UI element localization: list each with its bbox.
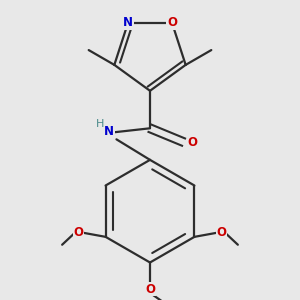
Text: H: H [96,119,104,129]
Text: O: O [74,226,84,238]
Text: N: N [123,16,133,29]
Text: O: O [216,226,226,238]
Text: O: O [145,283,155,296]
Text: O: O [167,16,177,29]
Text: O: O [187,136,197,148]
Text: N: N [104,124,114,138]
